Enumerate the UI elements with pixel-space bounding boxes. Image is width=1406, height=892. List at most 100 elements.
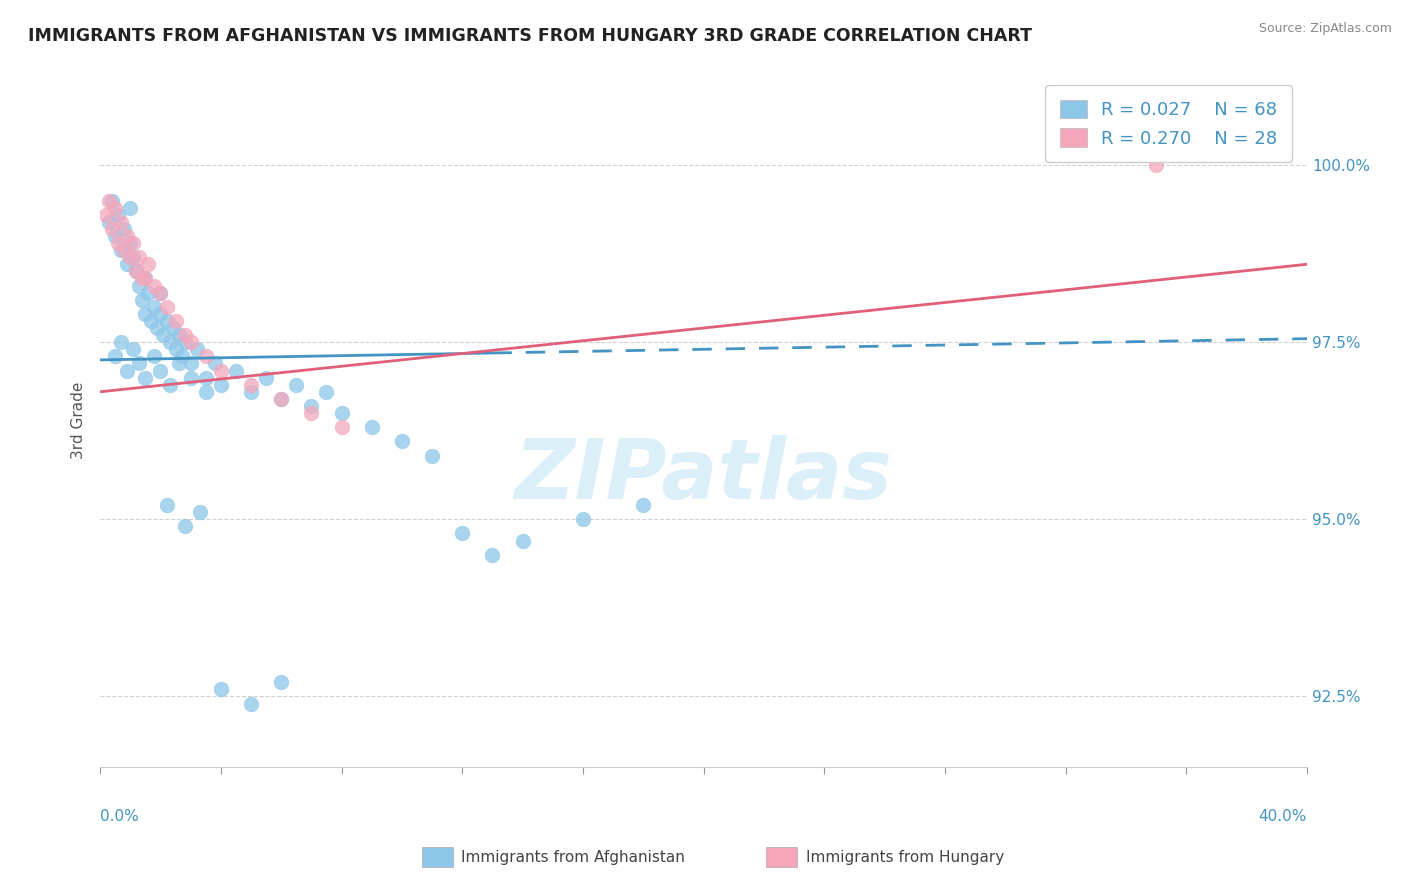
Point: [149, 285, 172, 300]
Point: [270, 675, 292, 690]
Point: [173, 335, 195, 350]
Point: [167, 328, 190, 343]
Point: [330, 420, 353, 434]
Point: [451, 526, 474, 541]
Point: [112, 222, 135, 236]
Point: [315, 384, 337, 399]
Point: [512, 533, 534, 548]
Point: [240, 697, 263, 711]
Point: [285, 377, 308, 392]
Point: [180, 335, 202, 350]
Point: [125, 264, 148, 278]
Point: [104, 350, 127, 364]
Point: [240, 377, 263, 392]
Point: [155, 300, 177, 314]
Point: [209, 363, 232, 377]
Legend: R = 0.027    N = 68, R = 0.270    N = 28: R = 0.027 N = 68, R = 0.270 N = 28: [1046, 86, 1292, 162]
Point: [101, 194, 124, 208]
Point: [299, 406, 322, 420]
Text: 0.0%: 0.0%: [100, 809, 139, 824]
Point: [120, 201, 142, 215]
Point: [1144, 158, 1167, 172]
Point: [173, 519, 195, 533]
Point: [159, 377, 181, 392]
Point: [572, 512, 595, 526]
Point: [391, 434, 413, 449]
Point: [194, 370, 217, 384]
Point: [149, 285, 172, 300]
Point: [240, 384, 263, 399]
Point: [146, 321, 169, 335]
Point: [143, 278, 166, 293]
Point: [125, 264, 148, 278]
Point: [120, 250, 142, 264]
Text: ZIPatlas: ZIPatlas: [515, 435, 893, 516]
Point: [188, 505, 211, 519]
Point: [270, 392, 292, 406]
Point: [107, 235, 129, 250]
Point: [112, 243, 135, 257]
Point: [180, 356, 202, 370]
Point: [134, 370, 156, 384]
Point: [128, 278, 150, 293]
Point: [180, 370, 202, 384]
Point: [104, 228, 127, 243]
Text: Immigrants from Afghanistan: Immigrants from Afghanistan: [461, 850, 685, 864]
Point: [173, 328, 195, 343]
Point: [360, 420, 382, 434]
Point: [110, 215, 132, 229]
Point: [104, 201, 127, 215]
Point: [209, 682, 232, 697]
Point: [98, 215, 121, 229]
Point: [98, 194, 121, 208]
Point: [117, 228, 139, 243]
Point: [165, 314, 187, 328]
Point: [122, 235, 145, 250]
Point: [155, 314, 177, 328]
Text: 40.0%: 40.0%: [1258, 809, 1308, 824]
Point: [110, 335, 132, 350]
Point: [194, 350, 217, 364]
Point: [420, 449, 443, 463]
Point: [194, 384, 217, 399]
Point: [138, 257, 160, 271]
Point: [122, 250, 145, 264]
Text: Immigrants from Hungary: Immigrants from Hungary: [806, 850, 1004, 864]
Point: [186, 343, 208, 357]
Point: [159, 335, 181, 350]
Point: [96, 208, 118, 222]
Point: [149, 307, 172, 321]
Y-axis label: 3rd Grade: 3rd Grade: [72, 382, 86, 458]
Point: [131, 293, 153, 307]
Point: [270, 392, 292, 406]
Point: [128, 250, 150, 264]
Point: [110, 243, 132, 257]
Point: [141, 314, 163, 328]
Point: [162, 321, 184, 335]
Point: [120, 235, 142, 250]
Point: [225, 363, 247, 377]
Point: [204, 356, 226, 370]
Point: [138, 285, 160, 300]
Point: [254, 370, 277, 384]
Point: [155, 498, 177, 512]
Point: [631, 498, 654, 512]
Point: [134, 271, 156, 285]
Point: [128, 356, 150, 370]
Point: [165, 343, 187, 357]
Point: [143, 350, 166, 364]
Text: Source: ZipAtlas.com: Source: ZipAtlas.com: [1258, 22, 1392, 36]
Point: [481, 548, 503, 562]
Point: [117, 257, 139, 271]
Point: [107, 208, 129, 222]
Point: [117, 363, 139, 377]
Point: [134, 271, 156, 285]
Point: [152, 328, 174, 343]
Point: [170, 350, 193, 364]
Text: IMMIGRANTS FROM AFGHANISTAN VS IMMIGRANTS FROM HUNGARY 3RD GRADE CORRELATION CHA: IMMIGRANTS FROM AFGHANISTAN VS IMMIGRANT…: [28, 27, 1032, 45]
Point: [101, 222, 124, 236]
Point: [330, 406, 353, 420]
Point: [209, 377, 232, 392]
Point: [299, 399, 322, 413]
Point: [134, 307, 156, 321]
